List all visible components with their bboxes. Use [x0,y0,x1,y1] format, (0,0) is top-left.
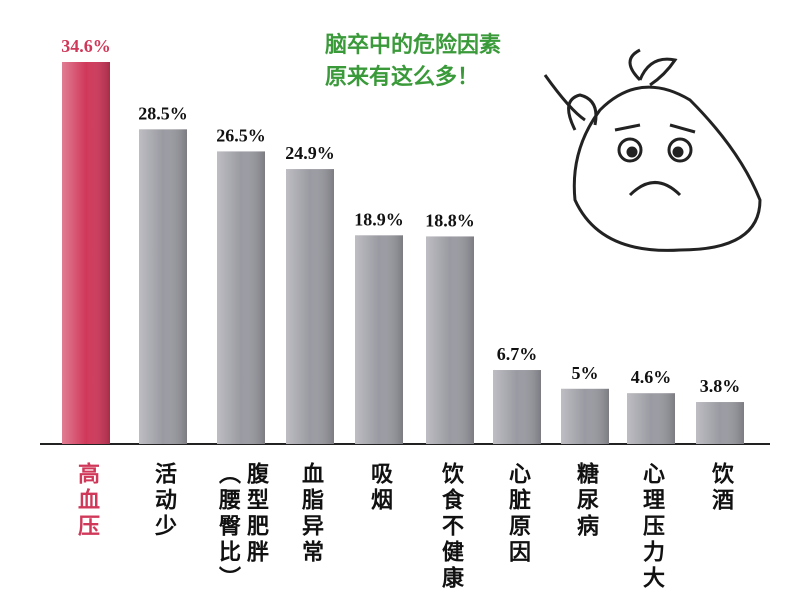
value-label: 28.5% [138,103,188,123]
value-label: 24.9% [285,143,335,163]
value-label: 18.8% [425,210,475,230]
bar-shade [426,236,474,444]
category-label: 高血压 [74,462,99,540]
annotation: 脑卒中的危险因素 [325,32,501,58]
value-label: 6.7% [497,344,538,364]
bar-shade [217,151,265,445]
category-label: 心理压力大 [639,462,664,592]
bar-shade [139,129,187,445]
value-label: 5% [572,363,599,383]
bar-shade [561,388,609,444]
value-label: 34.6% [61,36,111,56]
value-label: 3.8% [700,376,741,396]
value-label: 4.6% [631,367,672,387]
category-label: 血脂异常 [298,462,323,566]
category-label: 饮酒 [708,462,733,514]
category-label: 腹型肥胖 （腰臀比） [215,462,268,592]
cartoon [543,48,762,252]
category-label: 心脏原因 [505,462,530,566]
category-label: 饮食不健康 [438,462,463,592]
category-label: 吸烟 [367,462,392,514]
bar-shade [286,169,334,445]
annotation: 原来有这么多！ [325,64,479,90]
value-label: 26.5% [216,125,266,145]
value-label: 18.9% [354,209,404,229]
bar-shade [493,370,541,444]
bar-shade [627,393,675,444]
category-label: 糖尿病 [573,462,598,540]
category-label: 活动少 [151,462,176,540]
bar-shade [62,62,110,444]
bar-shade [696,402,744,444]
bar-shade [355,235,403,444]
